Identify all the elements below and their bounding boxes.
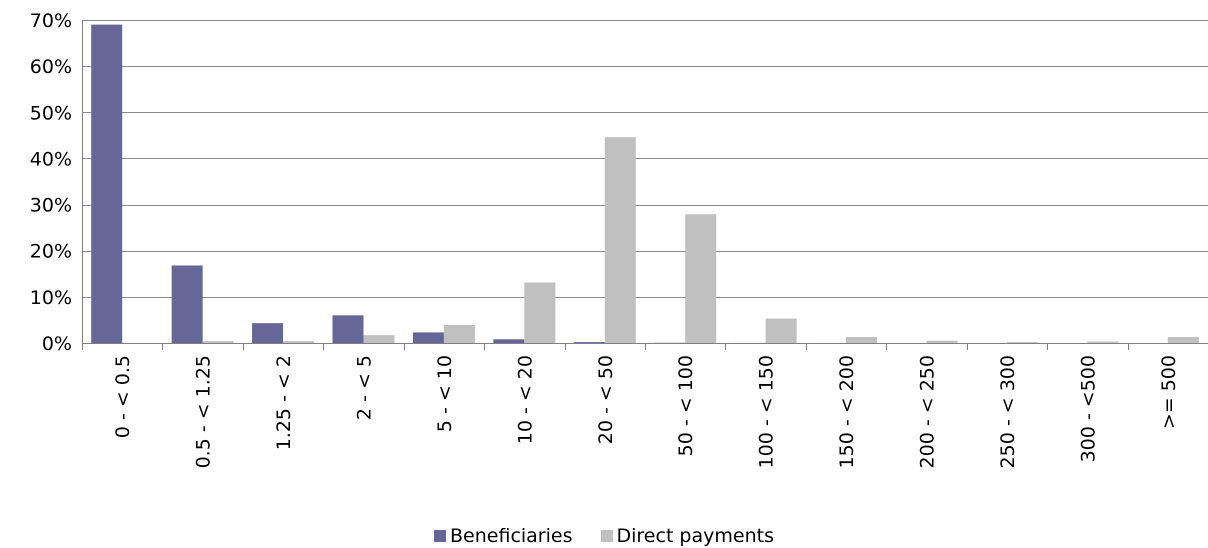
x-tick-label: 2 - < 5: [354, 355, 376, 420]
bar-direct-payments: [765, 318, 797, 343]
legend-label-direct-payments: Direct payments: [616, 525, 774, 547]
x-tick-label: 10 - < 20: [514, 355, 536, 444]
bar-direct-payments: [1087, 341, 1119, 343]
x-tick-label: >= 500: [1158, 355, 1180, 429]
bar-direct-payments: [685, 214, 717, 343]
bar-direct-payments: [926, 340, 958, 343]
bar-direct-payments: [524, 282, 556, 343]
bar-beneficiaries: [573, 342, 605, 343]
bar-direct-payments: [1167, 337, 1199, 343]
bar-direct-payments: [604, 137, 636, 343]
y-tick-label: 40%: [30, 148, 72, 170]
x-tick-label: 20 - < 50: [595, 355, 617, 444]
legend-item-beneficiaries: Beneficiaries: [434, 525, 573, 547]
bar-beneficiaries: [171, 265, 203, 343]
bar-direct-payments: [283, 341, 315, 343]
x-tick-label: 0.5 - < 1.25: [193, 355, 215, 468]
x-tick-label: 1.25 - < 2: [273, 355, 295, 450]
bar-beneficiaries: [91, 24, 123, 343]
bar-direct-payments: [202, 341, 234, 343]
x-tick-label: 5 - < 10: [434, 355, 456, 432]
bar-beneficiaries: [252, 323, 284, 343]
y-tick-label: 50%: [30, 102, 72, 124]
legend-label-beneficiaries: Beneficiaries: [450, 525, 573, 547]
bar-beneficiaries: [332, 315, 364, 343]
y-tick-label: 60%: [30, 56, 72, 78]
bar-direct-payments: [363, 335, 395, 343]
bar-beneficiaries: [412, 332, 444, 343]
y-tick-label: 0%: [42, 333, 72, 355]
legend: Beneficiaries Direct payments: [0, 524, 1208, 548]
x-tick-label: 300 - <500: [1077, 355, 1099, 462]
y-tick-label: 20%: [30, 241, 72, 263]
y-tick-label: 10%: [30, 287, 72, 309]
bar-direct-payments: [846, 337, 878, 343]
legend-swatch-beneficiaries: [434, 530, 447, 542]
bar-direct-payments: [1006, 342, 1038, 343]
x-tick-label: 100 - < 150: [756, 355, 778, 468]
legend-swatch-direct-payments: [600, 530, 613, 542]
bar-chart: 0% 10% 20% 30% 40% 50% 60% 70% 0 - < 0.5 0.5 - < …: [30, 10, 1208, 468]
bar-direct-payments: [443, 325, 475, 343]
y-tick-label: 70%: [30, 10, 72, 32]
x-tick-label: 200 - < 250: [917, 355, 939, 468]
legend-item-direct-payments: Direct payments: [600, 525, 774, 547]
x-tick-label: 250 - < 300: [997, 355, 1019, 468]
bar-beneficiaries: [493, 339, 525, 343]
x-tick-label: 150 - < 200: [836, 355, 858, 468]
y-tick-label: 30%: [30, 195, 72, 217]
x-tick-label: 50 - < 100: [675, 355, 697, 456]
x-tick-label: 0 - < 0.5: [112, 355, 134, 438]
